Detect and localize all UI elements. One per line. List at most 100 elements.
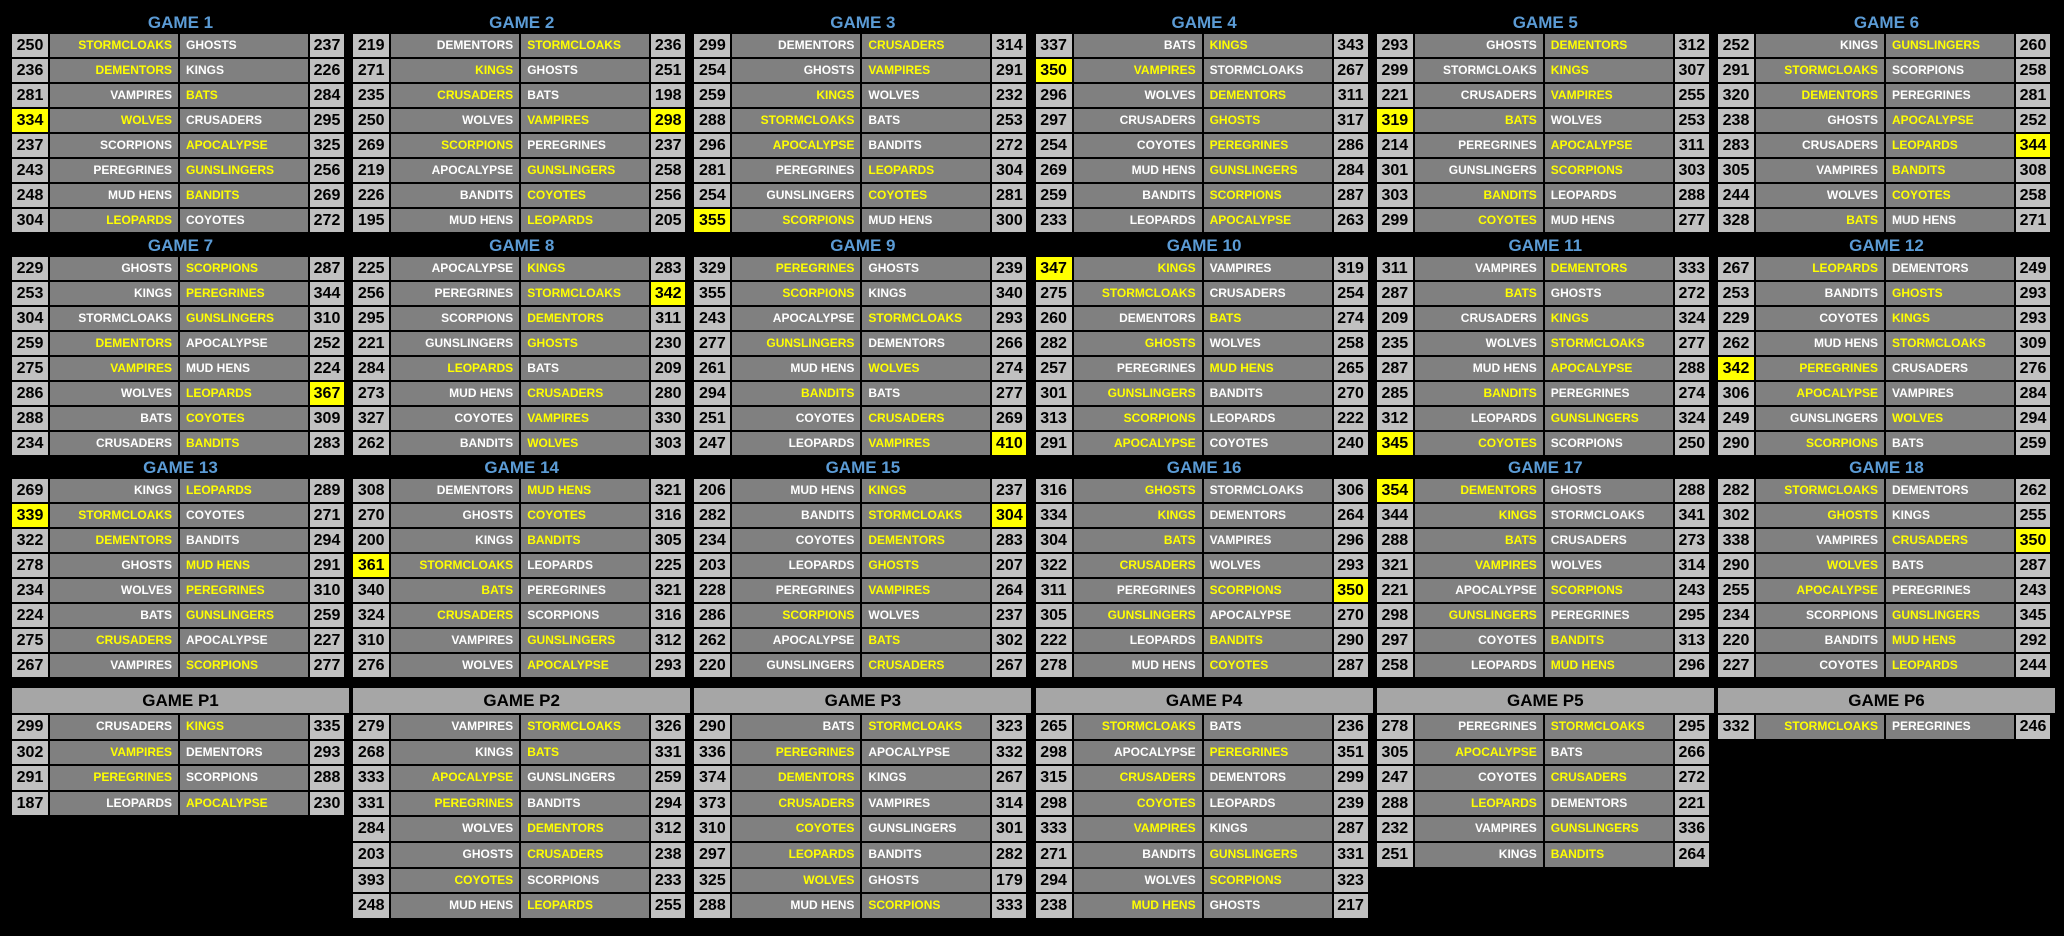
team-name: GHOSTS xyxy=(860,868,991,893)
team-score: 269 xyxy=(990,406,1027,430)
team-score: 263 xyxy=(1331,209,1368,232)
team-score: 238 xyxy=(1035,894,1072,918)
team-score: 221 xyxy=(1376,84,1413,107)
team-score: 237 xyxy=(12,134,48,157)
team-score: 258 xyxy=(2014,59,2050,82)
team-name: DEMENTORS xyxy=(1201,504,1332,527)
high-score: 342 xyxy=(1718,356,1754,380)
team-score: 287 xyxy=(1331,817,1368,841)
team-score: 259 xyxy=(12,331,48,355)
matchup-row: 286 SCORPIONS WOLVES 237 xyxy=(694,604,1032,629)
team-score: 272 xyxy=(1672,766,1709,790)
team-name: MUD HENS xyxy=(389,209,520,232)
team-score: 250 xyxy=(12,34,48,57)
team-score: 273 xyxy=(1672,529,1709,552)
game-title: GAME 11 xyxy=(1508,235,1583,255)
matchup-row: 255 APOCALYPSE PEREGRINES 243 xyxy=(1718,579,2055,604)
team-score: 229 xyxy=(12,256,48,280)
matchup-row: 283 CRUSADERS LEOPARDS 344 xyxy=(1718,134,2055,159)
team-name: WOLVES xyxy=(48,109,178,132)
team-name: VAMPIRES xyxy=(1412,554,1543,577)
team-name: SCORPIONS xyxy=(860,894,991,918)
team-name: MUD HENS xyxy=(178,356,308,380)
matchup-row: 238 MUD HENS GHOSTS 217 xyxy=(1035,894,1373,920)
team-name: SCORPIONS xyxy=(1754,604,1884,627)
high-score: 410 xyxy=(990,431,1027,455)
matchup-row: 259 BANDITS SCORPIONS 287 xyxy=(1035,184,1373,209)
team-name: BANDITS xyxy=(389,431,520,455)
team-name: PEREGRINES xyxy=(1412,134,1543,157)
matchup-row: 310 COYOTES GUNSLINGERS 301 xyxy=(694,817,1032,843)
playoff-game-block: GAME P4 265 STORMCLOAKS BATS 236 298 APOCALYPS… xyxy=(1035,688,1373,920)
matchup-row: 304 STORMCLOAKS GUNSLINGERS 310 xyxy=(12,306,349,332)
matchup-row: 285 BANDITS PEREGRINES 274 xyxy=(1376,381,1714,407)
game-title: GAME 18 xyxy=(1849,458,1924,477)
team-score: 281 xyxy=(12,84,48,107)
team-score: 337 xyxy=(1035,34,1072,57)
team-name: CRUSADERS xyxy=(1201,281,1332,305)
team-name: BANDITS xyxy=(1754,281,1884,305)
team-score: 221 xyxy=(353,331,390,355)
team-name: CRUSADERS xyxy=(1884,356,2014,380)
game-title: GAME P2 xyxy=(353,688,691,713)
team-score: 281 xyxy=(990,184,1027,207)
team-name: DEMENTORS xyxy=(1412,479,1543,502)
team-name: GHOSTS xyxy=(1071,479,1202,502)
team-score: 288 xyxy=(1672,479,1709,502)
team-score: 331 xyxy=(1331,842,1368,867)
team-score: 305 xyxy=(649,529,686,552)
team-name: BANDITS xyxy=(389,184,520,207)
game-title: GAME 12 xyxy=(1849,235,1924,255)
matchup-row: 313 SCORPIONS LEOPARDS 222 xyxy=(1035,406,1373,432)
team-score: 229 xyxy=(1718,306,1754,330)
team-name: LEOPARDS xyxy=(730,842,861,867)
team-name: WOLVES xyxy=(389,817,520,841)
team-score: 277 xyxy=(990,381,1027,405)
game-block: GAME 8 225 APOCALYPSE KINGS 283 256 PEREGRINES… xyxy=(353,235,691,457)
matchup-row: 344 KINGS STORMCLOAKS 341 xyxy=(1376,504,1714,529)
matchup-row: 350 VAMPIRES STORMCLOAKS 267 xyxy=(1035,59,1373,84)
team-name: PEREGRINES xyxy=(1542,604,1673,627)
matchup-row: 269 MUD HENS GUNSLINGERS 284 xyxy=(1035,159,1373,184)
team-name: CRUSADERS xyxy=(1542,529,1673,552)
high-score: 342 xyxy=(649,281,686,305)
team-score: 232 xyxy=(1376,817,1413,841)
team-score: 343 xyxy=(1331,34,1368,57)
team-score: 299 xyxy=(12,715,48,739)
team-score: 282 xyxy=(990,842,1027,867)
team-score: 276 xyxy=(353,654,390,677)
team-score: 261 xyxy=(694,356,731,380)
team-score: 288 xyxy=(308,766,344,790)
team-score: 275 xyxy=(1035,281,1072,305)
matchup-row: 288 LEOPARDS DEMENTORS 221 xyxy=(1376,791,1714,818)
team-name: STORMCLOAKS xyxy=(860,715,991,739)
team-name: BANDITS xyxy=(860,134,991,157)
team-score: 278 xyxy=(1376,715,1413,739)
team-name: BANDITS xyxy=(1071,184,1202,207)
matchup-row: 259 KINGS WOLVES 232 xyxy=(694,84,1032,109)
team-score: 296 xyxy=(1331,529,1368,552)
team-name: GHOSTS xyxy=(519,331,650,355)
team-name: BANDITS xyxy=(860,842,991,867)
team-name: BANDITS xyxy=(1884,159,2014,182)
team-score: 316 xyxy=(649,504,686,527)
team-score: 209 xyxy=(1376,306,1413,330)
team-score: 311 xyxy=(1331,84,1368,107)
matchup-row: 288 BATS CRUSADERS 273 xyxy=(1376,529,1714,554)
team-name: APOCALYPSE xyxy=(1201,209,1332,232)
matchup-row: 219 APOCALYPSE GUNSLINGERS 258 xyxy=(353,159,691,184)
team-score: 283 xyxy=(990,529,1027,552)
team-score: 278 xyxy=(12,554,48,577)
team-score: 324 xyxy=(1672,306,1709,330)
team-score: 203 xyxy=(353,842,390,867)
game-title: GAME 3 xyxy=(830,13,896,32)
team-name: COYOTES xyxy=(178,406,308,430)
team-score: 295 xyxy=(1672,715,1709,739)
high-score: 298 xyxy=(649,109,686,132)
matchup-row: 256 PEREGRINES STORMCLOAKS 342 xyxy=(353,281,691,307)
team-name: MUD HENS xyxy=(48,184,178,207)
high-score: 344 xyxy=(2014,134,2050,157)
matchup-row: 333 APOCALYPSE GUNSLINGERS 259 xyxy=(353,766,691,792)
team-name: LEOPARDS xyxy=(519,209,650,232)
team-score: 374 xyxy=(694,766,731,790)
